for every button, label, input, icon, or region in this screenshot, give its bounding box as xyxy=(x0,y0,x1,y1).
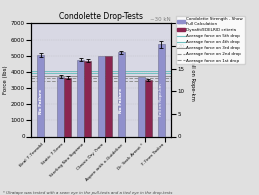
Bar xyxy=(84,61,91,136)
Bar xyxy=(105,56,112,136)
Bar xyxy=(138,77,145,136)
Text: * Ulratape was tested with a sewn eye in the pull-tests and a tied eye in the dr: * Ulratape was tested with a sewn eye in… xyxy=(3,191,172,195)
Bar xyxy=(64,78,71,136)
Y-axis label: Force (lbs): Force (lbs) xyxy=(3,66,8,94)
Text: Fall on Rope-km: Fall on Rope-km xyxy=(159,83,163,116)
Text: No Failure: No Failure xyxy=(39,89,43,114)
Bar xyxy=(157,44,164,136)
Bar xyxy=(38,55,45,136)
Bar xyxy=(77,60,84,136)
Bar xyxy=(145,80,152,136)
Title: Condolette Drop-Tests: Condolette Drop-Tests xyxy=(59,12,143,21)
Bar xyxy=(118,52,125,136)
Legend: Condolette Strength - Show
Full Calculation, Dynafit/EDELRID criteria, Average f: Condolette Strength - Show Full Calculat… xyxy=(176,16,245,64)
Y-axis label: Fall on Rope-km: Fall on Rope-km xyxy=(190,59,195,101)
Bar xyxy=(97,56,105,136)
Text: ~30 kN: ~30 kN xyxy=(150,17,171,22)
Text: No Failure: No Failure xyxy=(119,88,123,113)
Bar xyxy=(57,77,64,136)
